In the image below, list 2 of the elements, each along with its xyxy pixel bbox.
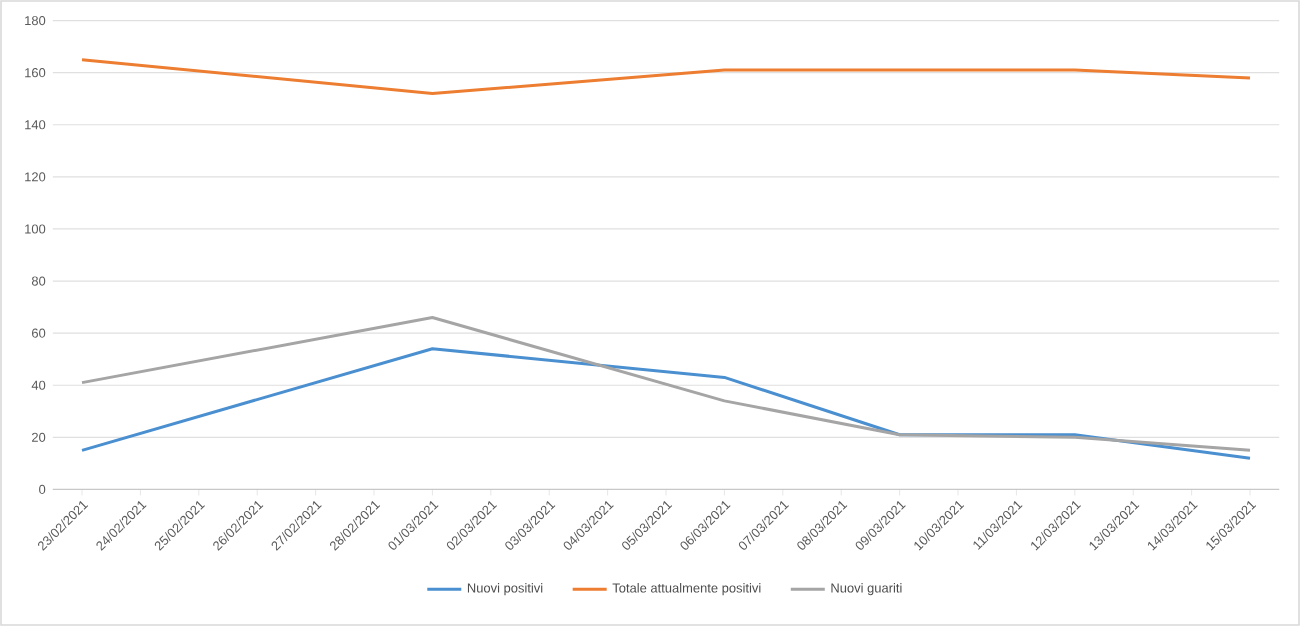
line-series [80,316,1252,452]
line-series [80,347,1252,460]
